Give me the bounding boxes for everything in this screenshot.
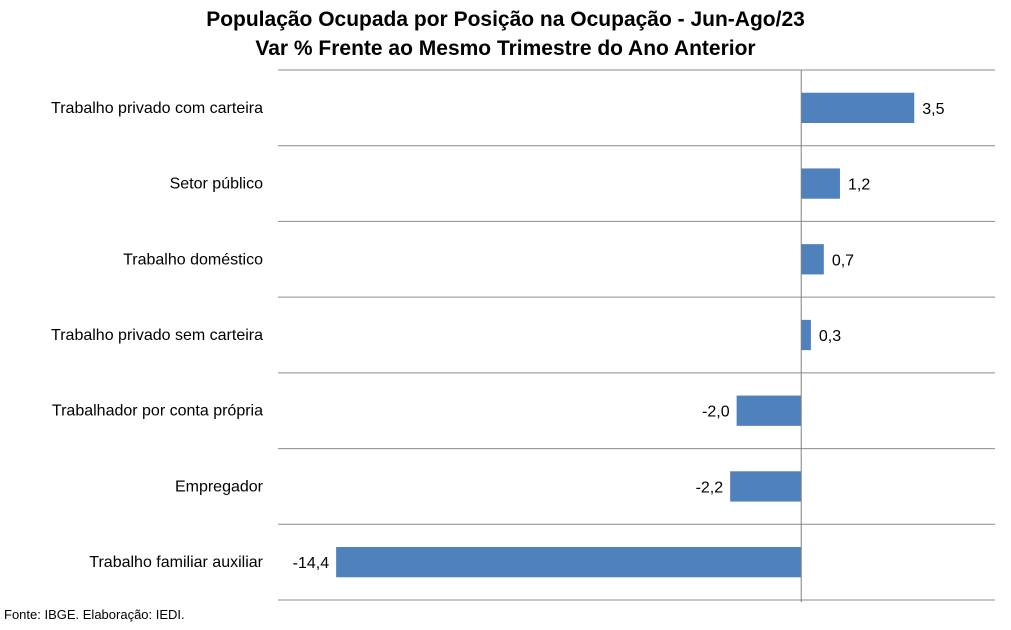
category-label: Trabalho privado com carteira [51,100,263,117]
data-label: 1,2 [848,177,870,194]
bar [736,395,802,426]
category-label: Trabalho privado sem carteira [51,327,263,344]
chart-subtitle: Var % Frente ao Mesmo Trimestre do Ano A… [255,37,756,60]
category-label: Trabalho familiar auxiliar [89,554,263,571]
category-label: Empregador [175,478,264,495]
category-label: Setor público [170,176,263,193]
data-label: -2,0 [702,404,730,421]
bar [730,471,802,502]
bar [801,319,811,351]
data-label: -2,2 [696,479,724,496]
data-label: 0,7 [832,252,854,269]
bar [801,244,824,275]
category-label: Trabalhador por conta própria [52,403,263,420]
data-label: 3,5 [922,101,944,118]
bar [801,92,915,123]
category-label: Trabalho doméstico [123,251,263,268]
data-label: -14,4 [293,555,330,572]
chart-title: População Ocupada por Posição na Ocupaçã… [206,8,805,31]
bar [336,547,802,578]
bar [801,168,840,199]
source-note: Fonte: IBGE. Elaboração: IEDI. [4,607,185,622]
data-label: 0,3 [819,328,841,345]
